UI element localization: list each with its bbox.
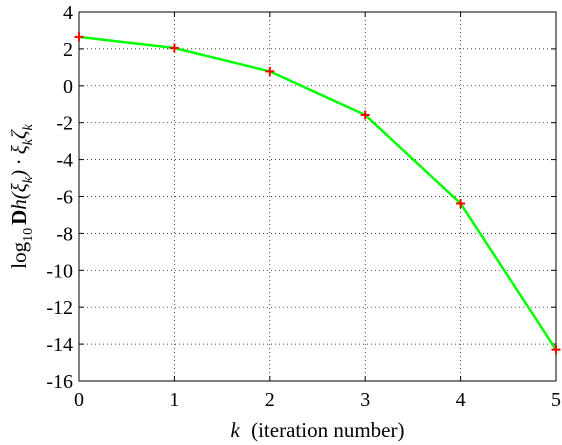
data-point-marker [456, 199, 466, 209]
y-title-part3: ζ [7, 129, 31, 139]
y-tick-label: -8 [56, 223, 73, 245]
x-tick-label: 0 [74, 389, 84, 411]
y-title-sub2: k [21, 138, 36, 145]
y-tick-label: -4 [56, 150, 73, 172]
y-tick-label: 2 [63, 39, 73, 61]
data-point-marker [265, 66, 275, 76]
x-axis-label-text: (iteration number) [251, 418, 404, 442]
y-title-part1: h(ξ [7, 183, 31, 210]
y-tick-label: -16 [46, 371, 73, 393]
y-tick-label: -14 [46, 334, 73, 356]
y-title-sub1: k [21, 176, 36, 183]
tick-labels: 0 1 2 3 4 5 4 2 0 -2 -4 -6 -8 -10 -12 -14 -16 [46, 2, 561, 411]
data-point-marker [169, 43, 179, 53]
plot-area-frame [78, 11, 557, 382]
y-title-log-subscript: 10 [21, 228, 36, 242]
y-title-sub3: k [21, 124, 36, 131]
y-tick-label: 0 [63, 76, 73, 98]
y-tick-label: -2 [56, 113, 73, 135]
x-tick-label: 3 [360, 389, 370, 411]
x-tick-label: 2 [265, 389, 275, 411]
x-axis-title: k (iteration number) [231, 418, 405, 442]
y-tick-label: 4 [63, 2, 73, 24]
y-tick-label: -10 [46, 260, 73, 282]
x-tick-label: 5 [551, 389, 561, 411]
y-title-part2: ) · ξ [7, 145, 31, 178]
grid-lines [79, 12, 556, 381]
x-tick-label: 4 [456, 389, 466, 411]
y-tick-label: -12 [46, 297, 73, 319]
data-point-marker [551, 345, 561, 355]
y-title-bold-d: D [7, 210, 31, 225]
data-point-marker [360, 110, 370, 120]
x-tick-label: 1 [169, 389, 179, 411]
y-axis-title: log10Dh(ξk) · ξkζk [7, 124, 36, 269]
series-line [78, 35, 558, 351]
x-axis-variable: k [231, 418, 241, 442]
y-title-log: log [7, 241, 31, 268]
data-point-marker [74, 32, 84, 42]
series [74, 32, 561, 355]
axis-ticks [78, 11, 557, 382]
y-tick-label: -6 [56, 187, 73, 209]
